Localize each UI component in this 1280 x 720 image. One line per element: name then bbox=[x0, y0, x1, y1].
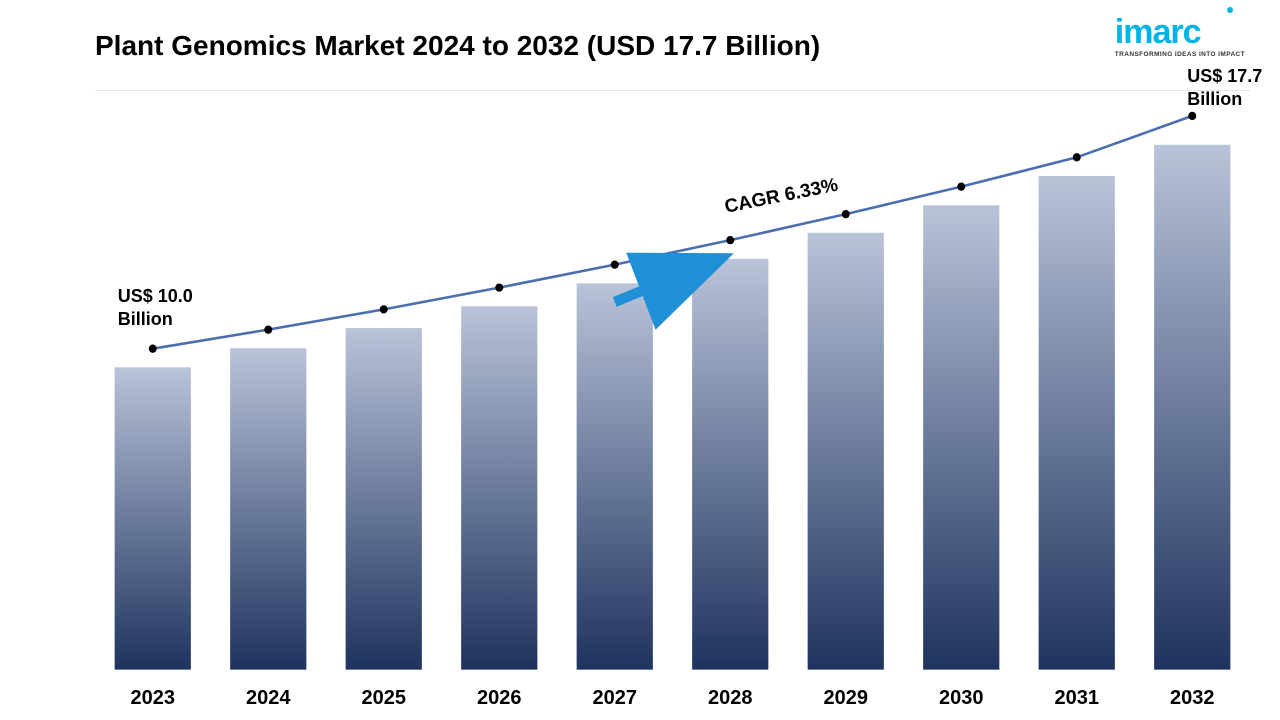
x-tick: 2025 bbox=[326, 687, 442, 710]
line-marker bbox=[842, 210, 850, 218]
bar bbox=[692, 259, 768, 670]
x-tick: 2026 bbox=[442, 687, 558, 710]
x-tick: 2032 bbox=[1135, 687, 1251, 710]
x-tick: 2024 bbox=[211, 687, 327, 710]
x-tick: 2029 bbox=[788, 687, 904, 710]
line-marker bbox=[957, 182, 965, 190]
x-axis: 2023202420252026202720282029203020312032 bbox=[95, 687, 1250, 710]
end-value-label: US$ 17.7Billion bbox=[1187, 65, 1262, 110]
chart-title: Plant Genomics Market 2024 to 2032 (USD … bbox=[95, 30, 820, 62]
bar bbox=[808, 233, 884, 670]
line-marker bbox=[149, 345, 157, 353]
imarc-logo: imarc TRANSFORMING IDEAS INTO IMPACT bbox=[1115, 15, 1245, 58]
bar bbox=[577, 283, 653, 669]
line-marker bbox=[495, 283, 503, 291]
bar bbox=[346, 328, 422, 670]
chart-container: Plant Genomics Market 2024 to 2032 (USD … bbox=[0, 0, 1280, 720]
logo-name: imarc bbox=[1115, 15, 1245, 49]
x-tick: 2023 bbox=[95, 687, 211, 710]
chart-area bbox=[95, 100, 1250, 680]
line-marker bbox=[1073, 153, 1081, 161]
chart-svg bbox=[95, 100, 1250, 680]
x-tick: 2030 bbox=[904, 687, 1020, 710]
logo-tagline: TRANSFORMING IDEAS INTO IMPACT bbox=[1115, 51, 1245, 58]
bar bbox=[230, 348, 306, 669]
x-tick: 2028 bbox=[673, 687, 789, 710]
logo-dot bbox=[1227, 7, 1233, 13]
title-divider bbox=[95, 90, 1250, 91]
start-value-label: US$ 10.0Billion bbox=[118, 285, 193, 330]
line-marker bbox=[264, 325, 272, 333]
bar bbox=[461, 306, 537, 669]
line-marker bbox=[726, 236, 734, 244]
x-tick: 2031 bbox=[1019, 687, 1135, 710]
cagr-annotation: CAGR 6.33% bbox=[725, 197, 840, 219]
bar bbox=[115, 367, 191, 669]
x-tick: 2027 bbox=[557, 687, 673, 710]
line-marker bbox=[611, 260, 619, 268]
line-marker bbox=[1188, 112, 1196, 120]
line-marker bbox=[380, 305, 388, 313]
bar bbox=[923, 205, 999, 669]
bar bbox=[1154, 145, 1230, 670]
bar bbox=[1039, 176, 1115, 670]
